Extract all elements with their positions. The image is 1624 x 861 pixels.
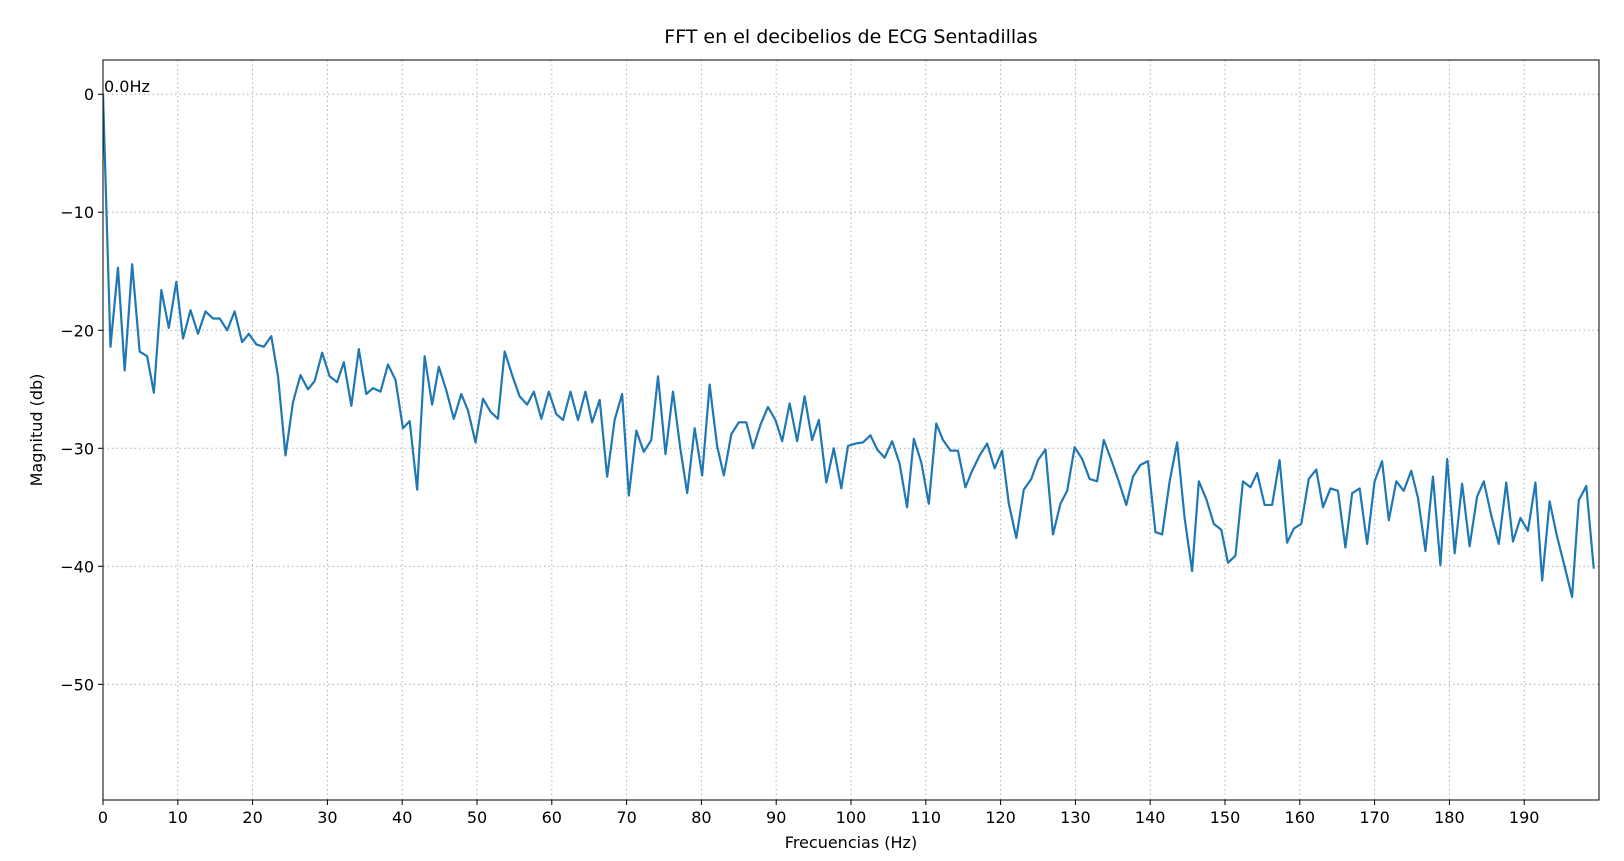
x-tick-label: 170 [1359,808,1390,827]
x-tick-label: 80 [691,808,711,827]
x-tick-label: 70 [616,808,636,827]
x-tick-label: 120 [985,808,1016,827]
y-tick-label: −30 [60,439,94,458]
y-tick-label: 0 [84,85,94,104]
x-tick-label: 190 [1509,808,1540,827]
y-tick-label: −20 [60,321,94,340]
x-tick-label: 20 [242,808,262,827]
x-axis-label: Frecuencias (Hz) [785,833,917,852]
annotation: 0.0Hz [104,77,150,96]
x-tick-label: 40 [392,808,412,827]
x-tick-label: 30 [317,808,337,827]
x-tick-label: 180 [1434,808,1465,827]
y-tick-label: −50 [60,675,94,694]
x-tick-label: 160 [1285,808,1316,827]
x-tick-label: 10 [168,808,188,827]
x-tick-label: 0 [98,808,108,827]
x-tick-label: 100 [836,808,867,827]
x-tick-label: 130 [1060,808,1091,827]
x-tick-label: 110 [911,808,942,827]
chart-title: FFT en el decibelios de ECG Sentadillas [664,26,1037,48]
y-tick-label: −40 [60,557,94,576]
y-axis-label: Magnitud (db) [27,374,46,487]
x-tick-label: 140 [1135,808,1166,827]
plot-frame [102,59,1600,801]
y-tick-label: −10 [60,203,94,222]
x-tick-label: 50 [467,808,487,827]
x-tick-label: 60 [542,808,562,827]
x-tick-label: 90 [766,808,786,827]
series-line [103,94,1595,599]
x-tick-label: 150 [1210,808,1241,827]
